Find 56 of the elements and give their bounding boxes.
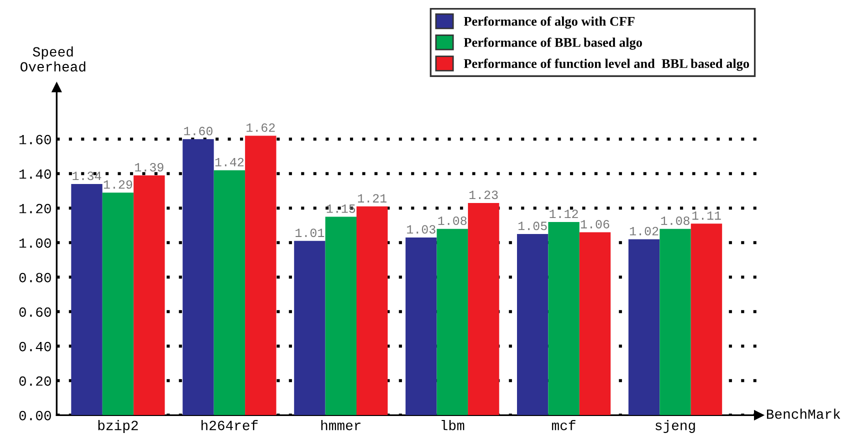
data-label: 1.29	[104, 180, 132, 189]
data-label: 1.21	[358, 194, 386, 202]
data-label: 1.62	[246, 123, 275, 132]
x-axis-title: BenchMark	[766, 408, 840, 419]
bar	[406, 237, 437, 416]
bar	[102, 192, 134, 416]
bar	[660, 228, 691, 416]
data-label: 1.39	[135, 163, 164, 172]
bar	[182, 139, 214, 416]
bar	[579, 232, 611, 416]
data-label: 1.15	[326, 204, 356, 213]
data-label: 1.06	[580, 220, 610, 228]
bar	[468, 202, 500, 416]
bar	[690, 224, 722, 416]
bar	[325, 216, 356, 416]
data-label: 1.11	[692, 211, 721, 220]
x-tick-label: mcf	[552, 420, 576, 430]
bar	[294, 240, 326, 416]
y-tick-label: 1.40	[19, 169, 51, 179]
data-label: 1.34	[72, 172, 102, 180]
legend-label: Performance of function level and BBL based algo	[464, 58, 750, 71]
y-tick-label: 0.60	[19, 307, 51, 317]
data-label: 1.42	[215, 158, 244, 166]
y-tick-label: 0.00	[19, 410, 51, 420]
bar	[517, 234, 548, 416]
x-tick-label: sjeng	[656, 420, 695, 433]
x-tick-label: h264ref	[202, 420, 258, 430]
data-label: 1.08	[438, 216, 467, 225]
data-label: 1.12	[550, 210, 578, 218]
y-axis-title: Speed Overhead	[20, 46, 86, 72]
y-tick-label: 1.20	[19, 204, 51, 214]
y-tick-label: 1.60	[19, 134, 51, 144]
legend-label: Performance of BBL based algo	[464, 38, 642, 50]
y-tick-label: 0.40	[19, 342, 51, 352]
bar	[134, 175, 165, 416]
bar	[628, 239, 660, 416]
legend-label: Performance of algo with CFF	[464, 16, 634, 29]
bar	[436, 228, 468, 416]
y-tick-label: 1.00	[19, 238, 51, 248]
x-tick-label: lbm	[442, 420, 464, 430]
bar	[548, 222, 580, 416]
data-label: 1.60	[184, 126, 212, 136]
bar	[71, 184, 102, 416]
bar	[356, 206, 388, 416]
data-label: 1.01	[296, 228, 324, 238]
bar	[214, 170, 246, 416]
data-label: 1.03	[407, 225, 436, 234]
data-label: 1.08	[661, 216, 690, 225]
y-tick-label: 0.20	[19, 376, 51, 386]
bar	[245, 136, 276, 416]
data-label: 1.23	[469, 190, 498, 200]
x-tick-label: hmmer	[321, 420, 360, 430]
y-tick-label: 0.80	[19, 272, 51, 282]
data-label: 1.02	[630, 226, 658, 236]
data-label: 1.05	[518, 222, 547, 230]
x-tick-label: bzip2	[98, 420, 138, 433]
